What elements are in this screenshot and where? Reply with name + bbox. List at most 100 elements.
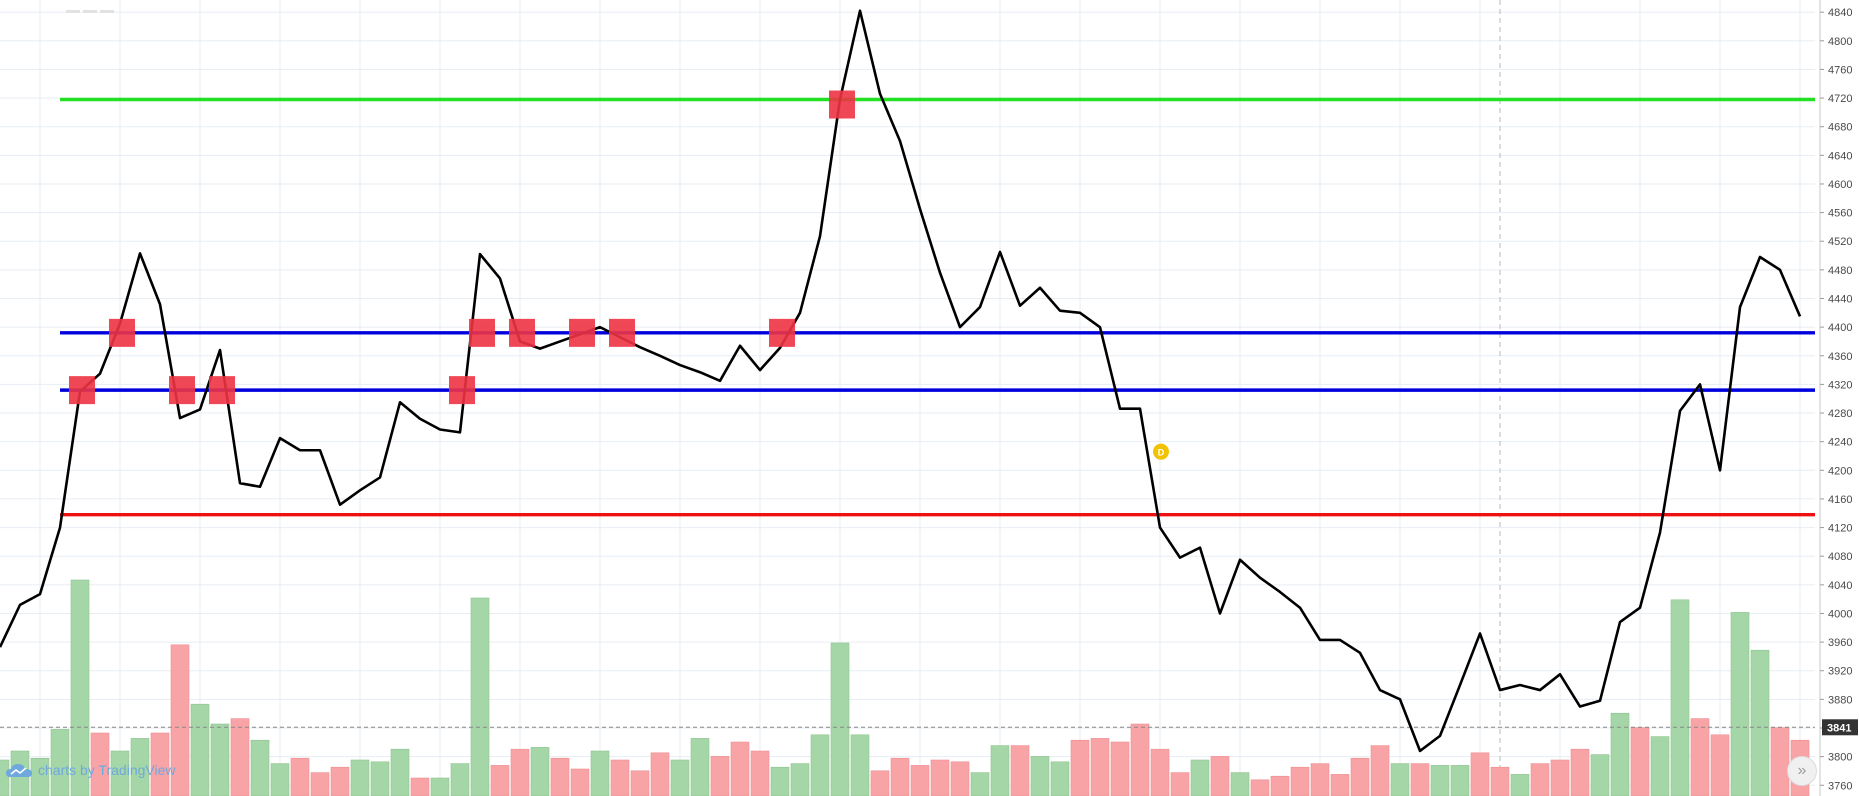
signal-marker [829, 90, 855, 119]
volume-bar [1290, 766, 1310, 796]
volume-bar [810, 734, 830, 796]
volume-bar [830, 642, 850, 796]
volume-bar [610, 759, 630, 796]
volume-bar [1530, 763, 1550, 796]
volume-bar [670, 759, 690, 796]
price-axis-label: 4560 [1828, 208, 1852, 220]
grid [0, 0, 1815, 796]
tradingview-watermark[interactable]: charts by TradingView [6, 762, 175, 778]
volume-bar [1570, 748, 1590, 796]
price-axis-label: 4600 [1828, 179, 1852, 191]
volume-bar [1190, 759, 1210, 796]
last-value-badge [1822, 719, 1858, 736]
volume-bar [650, 752, 670, 796]
volume-bar [0, 759, 10, 796]
tradingview-cloud-icon [6, 764, 32, 777]
volume-bar [450, 763, 470, 796]
volume-bar [730, 741, 750, 796]
volume-bar [1770, 727, 1790, 796]
volume-bar [530, 747, 550, 796]
price-axis-label: 3880 [1828, 694, 1852, 706]
volume-bar [410, 777, 430, 796]
watermark-text: charts by TradingView [38, 762, 176, 778]
price-axis-label: 3920 [1828, 666, 1852, 678]
volume-bar [1110, 741, 1130, 796]
price-axis-label: 4040 [1828, 580, 1852, 592]
volume-bar [250, 739, 270, 796]
signal-marker [769, 318, 795, 347]
signal-marker [469, 318, 495, 347]
price-axis-label: 3960 [1828, 637, 1852, 649]
volume-bar [870, 770, 890, 796]
volume-bar [890, 757, 910, 796]
volume-bar [1390, 763, 1410, 796]
volume-bar [1750, 649, 1770, 796]
price-series [0, 9, 1802, 753]
price-axis-label: 4480 [1828, 265, 1852, 277]
volume-bar [750, 750, 770, 796]
volume-bar [510, 748, 530, 796]
volume-bar [910, 765, 930, 796]
volume-bar [1250, 779, 1270, 796]
price-axis-label: 4320 [1828, 379, 1852, 391]
signal-marker [109, 318, 135, 347]
price-axis-label: 4240 [1828, 437, 1852, 449]
price-axis-label: 4640 [1828, 150, 1852, 162]
signal-marker [609, 318, 635, 347]
volume-bar [1130, 723, 1150, 796]
volume-bar [1630, 727, 1650, 796]
signal-marker [449, 376, 475, 405]
volume-bar [470, 597, 490, 796]
volume-bar [1350, 757, 1370, 796]
volume-bar [690, 738, 710, 796]
volume-bar [1470, 752, 1490, 796]
volume-bar [1310, 763, 1330, 796]
volume-bar [930, 759, 950, 796]
volume-bar [1650, 736, 1670, 796]
signal-markers: D [69, 90, 1169, 460]
volume-bar [1430, 765, 1450, 796]
volume-bar [1070, 739, 1090, 796]
volume-bar [970, 772, 990, 796]
volume-bar [350, 759, 370, 796]
scroll-to-realtime-button[interactable]: » [1787, 756, 1817, 786]
volume-bar [790, 763, 810, 796]
volume-bar [630, 770, 650, 796]
price-axis-label: 4680 [1828, 122, 1852, 134]
signal-marker [569, 318, 595, 347]
horizontal-levels [0, 97, 1815, 728]
volume-bar [1490, 766, 1510, 796]
volume-bar [310, 772, 330, 796]
volume-bar [1730, 612, 1750, 796]
volume-bar [330, 766, 350, 796]
volume-bar [1690, 718, 1710, 796]
volume-bar [1610, 712, 1630, 796]
volume-bar [130, 738, 150, 796]
price-axis-label: 4760 [1828, 64, 1852, 76]
volume-bar [1050, 761, 1070, 796]
volume-bar [70, 579, 90, 796]
volume-bar [590, 750, 610, 796]
volume-bar [370, 761, 390, 796]
volume-bar [850, 734, 870, 796]
volume-bar [1270, 775, 1290, 796]
volume-bar [990, 745, 1010, 796]
volume-bar [1230, 772, 1250, 796]
volume-bar [30, 757, 50, 796]
volume-bar [230, 718, 250, 796]
volume-bar [710, 756, 730, 796]
volume-bar [950, 761, 970, 796]
price-axis-label: 4000 [1828, 608, 1852, 620]
volume-bar [1010, 745, 1030, 796]
price-axis-label: 4400 [1828, 322, 1852, 334]
volume-bars [0, 579, 1810, 796]
volume-bar [1170, 772, 1190, 796]
signal-marker [169, 376, 195, 405]
dividend-badge [1153, 443, 1169, 460]
dividend-badge-label: D [1158, 448, 1165, 458]
volume-bar [770, 766, 790, 796]
volume-bar [1030, 756, 1050, 796]
volume-bar [1370, 745, 1390, 796]
